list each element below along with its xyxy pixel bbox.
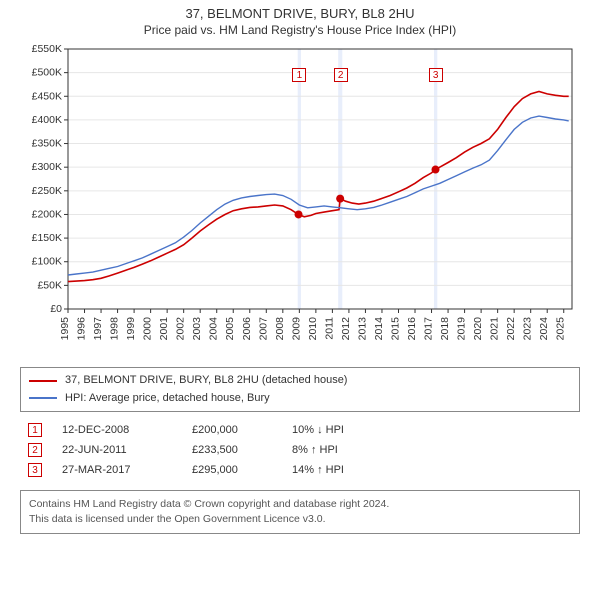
attribution-footer: Contains HM Land Registry data © Crown c… — [20, 490, 580, 533]
event-row: 3 27-MAR-2017 £295,000 14% ↑ HPI — [20, 460, 580, 480]
svg-text:1999: 1999 — [125, 317, 137, 341]
svg-text:2008: 2008 — [274, 317, 286, 341]
chart-area: £0 £50K £100K £150K £200K £250K £300K £350K £400… — [20, 41, 580, 361]
event-price: £200,000 — [192, 424, 272, 436]
svg-text:2019: 2019 — [456, 317, 468, 341]
svg-text:2025: 2025 — [555, 317, 567, 341]
svg-text:2012: 2012 — [340, 317, 352, 341]
legend-row: 37, BELMONT DRIVE, BURY, BL8 2HU (detach… — [29, 372, 571, 390]
svg-text:£200K: £200K — [32, 208, 62, 220]
svg-text:£300K: £300K — [32, 161, 62, 173]
svg-text:2022: 2022 — [505, 317, 517, 341]
event-marker: 1 — [28, 423, 42, 437]
svg-text:£350K: £350K — [32, 138, 62, 150]
svg-text:2024: 2024 — [538, 317, 550, 341]
chart-subtitle: Price paid vs. HM Land Registry's House … — [0, 23, 600, 37]
svg-text:2001: 2001 — [158, 317, 170, 341]
svg-text:2015: 2015 — [389, 317, 401, 341]
svg-text:2002: 2002 — [175, 317, 187, 341]
page-root: 37, BELMONT DRIVE, BURY, BL8 2HU Price p… — [0, 6, 600, 596]
chart-title: 37, BELMONT DRIVE, BURY, BL8 2HU — [0, 6, 600, 21]
event-row: 2 22-JUN-2011 £233,500 8% ↑ HPI — [20, 440, 580, 460]
event-row: 1 12-DEC-2008 £200,000 10% ↓ HPI — [20, 420, 580, 440]
event-price: £233,500 — [192, 444, 272, 456]
svg-text:£250K: £250K — [32, 185, 62, 197]
footer-line-1: Contains HM Land Registry data © Crown c… — [29, 497, 571, 512]
svg-text:£450K: £450K — [32, 90, 62, 102]
svg-text:2018: 2018 — [439, 317, 451, 341]
line-chart-svg: £0 £50K £100K £150K £200K £250K £300K £350K £400… — [20, 41, 580, 361]
svg-text:2006: 2006 — [241, 317, 253, 341]
legend: 37, BELMONT DRIVE, BURY, BL8 2HU (detach… — [20, 367, 580, 412]
svg-text:2004: 2004 — [208, 317, 220, 341]
legend-label: HPI: Average price, detached house, Bury — [65, 390, 270, 408]
svg-text:£0: £0 — [50, 303, 62, 315]
svg-text:2003: 2003 — [191, 317, 203, 341]
event-marker: 3 — [28, 463, 42, 477]
footer-line-2: This data is licensed under the Open Gov… — [29, 512, 571, 527]
svg-text:£550K: £550K — [32, 43, 62, 55]
legend-swatch — [29, 397, 57, 399]
event-date: 12-DEC-2008 — [62, 424, 172, 436]
svg-text:2013: 2013 — [356, 317, 368, 341]
svg-text:1996: 1996 — [76, 317, 88, 341]
legend-label: 37, BELMONT DRIVE, BURY, BL8 2HU (detach… — [65, 372, 347, 390]
svg-text:2005: 2005 — [224, 317, 236, 341]
event-date: 27-MAR-2017 — [62, 464, 172, 476]
event-price: £295,000 — [192, 464, 272, 476]
svg-text:2020: 2020 — [472, 317, 484, 341]
svg-text:2000: 2000 — [142, 317, 154, 341]
svg-text:2021: 2021 — [489, 317, 501, 341]
event-delta: 8% ↑ HPI — [292, 444, 392, 456]
svg-text:2011: 2011 — [323, 317, 335, 340]
svg-text:£500K: £500K — [32, 67, 62, 79]
svg-text:2007: 2007 — [257, 317, 269, 341]
chart-annotation-marker: 3 — [429, 68, 443, 82]
svg-text:2014: 2014 — [373, 317, 385, 341]
svg-text:£100K: £100K — [32, 256, 62, 268]
svg-text:£400K: £400K — [32, 114, 62, 126]
event-delta: 14% ↑ HPI — [292, 464, 392, 476]
svg-text:2023: 2023 — [522, 317, 534, 341]
svg-text:1997: 1997 — [92, 317, 104, 341]
event-delta: 10% ↓ HPI — [292, 424, 392, 436]
chart-annotation-marker: 1 — [292, 68, 306, 82]
chart-annotation-marker: 2 — [334, 68, 348, 82]
event-marker: 2 — [28, 443, 42, 457]
svg-text:2010: 2010 — [307, 317, 319, 341]
legend-row: HPI: Average price, detached house, Bury — [29, 390, 571, 408]
svg-text:2016: 2016 — [406, 317, 418, 341]
svg-text:2009: 2009 — [290, 317, 302, 341]
legend-swatch — [29, 380, 57, 382]
svg-text:£150K: £150K — [32, 232, 62, 244]
svg-text:1998: 1998 — [109, 317, 121, 341]
svg-text:2017: 2017 — [423, 317, 435, 341]
event-date: 22-JUN-2011 — [62, 444, 172, 456]
events-table: 1 12-DEC-2008 £200,000 10% ↓ HPI 2 22-JUN-201… — [20, 420, 580, 480]
svg-text:£50K: £50K — [37, 279, 62, 291]
svg-text:1995: 1995 — [59, 317, 71, 341]
